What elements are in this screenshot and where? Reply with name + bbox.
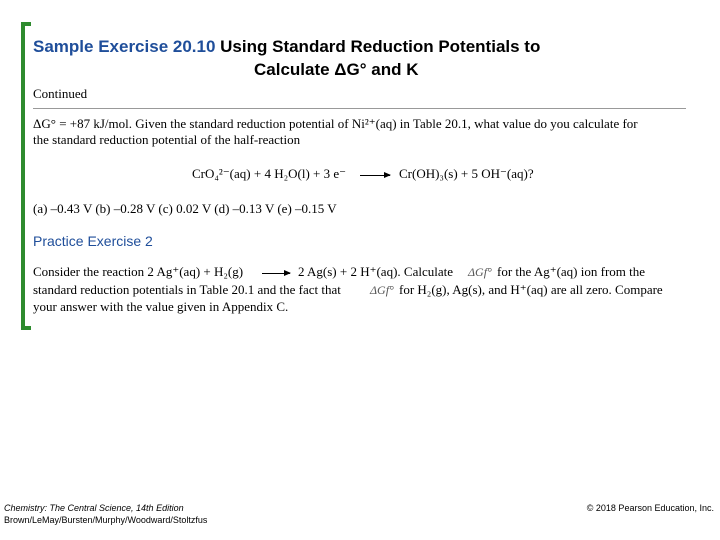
equation-right: Cr(OH)₃(s) + 5 OH⁻(aq)? xyxy=(399,166,534,181)
text-line: for the Ag⁺(aq) ion from the xyxy=(497,264,646,279)
text-line: Consider the reaction 2 Ag⁺(aq) + H₂(g) xyxy=(33,264,244,279)
title-text: Using Standard Reduction Potentials to xyxy=(220,37,541,56)
practice-title: Practice Exercise 2 xyxy=(33,233,153,249)
divider xyxy=(33,108,686,109)
equation-left: CrO₄²⁻(aq) + 4 H₂O(l) + 3 e⁻ xyxy=(192,166,346,181)
footer-authors: Brown/LeMay/Bursten/Murphy/Woodward/Stol… xyxy=(4,515,208,525)
answers: (a) –0.43 V (b) –0.28 V (c) 0.02 V (d) –… xyxy=(33,201,337,216)
bracket-bottom xyxy=(21,326,31,330)
text-line: standard reduction potentials in Table 2… xyxy=(33,282,341,297)
text-line: ΔG° = +87 kJ/mol. Given the standard red… xyxy=(33,116,638,131)
continued: Continued xyxy=(33,86,88,101)
arrow xyxy=(360,172,391,178)
text-line: for H₂(g), Ag(s), and H⁺(aq) are all zer… xyxy=(399,282,663,297)
text-line: the standard reduction potential of the … xyxy=(33,132,301,147)
bracket-top xyxy=(21,22,31,26)
symbol: ΔGf° xyxy=(370,283,394,297)
title-line2: Calculate ΔG° and K xyxy=(254,60,419,79)
footer-copyright: © 2018 Pearson Education, Inc. xyxy=(586,503,714,513)
arrow xyxy=(262,270,291,276)
text-line: 2 Ag(s) + 2 H⁺(aq). Calculate xyxy=(298,264,453,279)
text-line: your answer with the value given in Appe… xyxy=(33,299,289,314)
bracket xyxy=(21,22,25,330)
symbol: ΔGf° xyxy=(468,265,492,279)
footer-book: Chemistry: The Central Science, 14th Edi… xyxy=(4,503,184,513)
title-number: Sample Exercise 20.10 xyxy=(33,37,216,56)
